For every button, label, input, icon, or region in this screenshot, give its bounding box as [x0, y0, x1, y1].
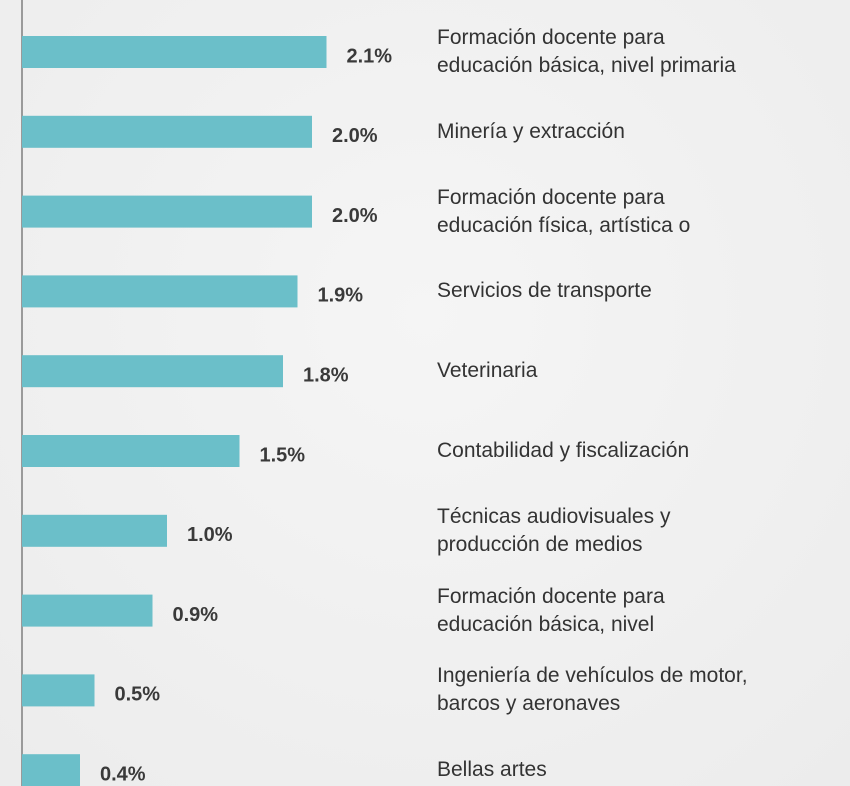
bar	[22, 595, 153, 627]
category-label: Veterinaria	[437, 357, 847, 385]
value-label: 2.0%	[332, 125, 378, 147]
category-label: Ingeniería de vehículos de motor, barcos…	[437, 662, 847, 718]
value-label: 0.5%	[115, 684, 161, 706]
bar	[22, 674, 95, 706]
bar	[22, 116, 312, 148]
value-label: 1.9%	[318, 285, 364, 307]
category-label: Formación docente para educación básica,…	[437, 583, 847, 639]
value-label: 1.8%	[303, 364, 349, 386]
category-label: Formación docente para educación física,…	[437, 184, 847, 240]
category-label: Contabilidad y fiscalización	[437, 437, 847, 465]
value-label: 2.1%	[347, 45, 393, 67]
value-label: 2.0%	[332, 205, 378, 227]
bar	[22, 196, 312, 228]
bar	[22, 435, 240, 467]
value-label: 1.5%	[260, 444, 306, 466]
category-label: Formación docente para educación básica,…	[437, 24, 847, 80]
bar	[22, 275, 298, 307]
value-label: 0.4%	[100, 763, 146, 785]
category-label: Técnicas audiovisuales y producción de m…	[437, 503, 847, 559]
bar	[22, 355, 283, 387]
value-label: 0.9%	[173, 604, 219, 626]
value-label: 1.0%	[187, 524, 233, 546]
category-label: Servicios de transporte	[437, 277, 847, 305]
chart: 2.1% 2.0% 2.0% 1.9% 1.8% 1.5% 1.0% 0.9% 0.5% 0.4%…	[0, 0, 850, 786]
bar	[22, 36, 327, 68]
bar	[22, 515, 167, 547]
category-label: Minería y extracción	[437, 118, 847, 146]
category-label: Bellas artes	[437, 756, 847, 784]
bar	[22, 754, 80, 786]
